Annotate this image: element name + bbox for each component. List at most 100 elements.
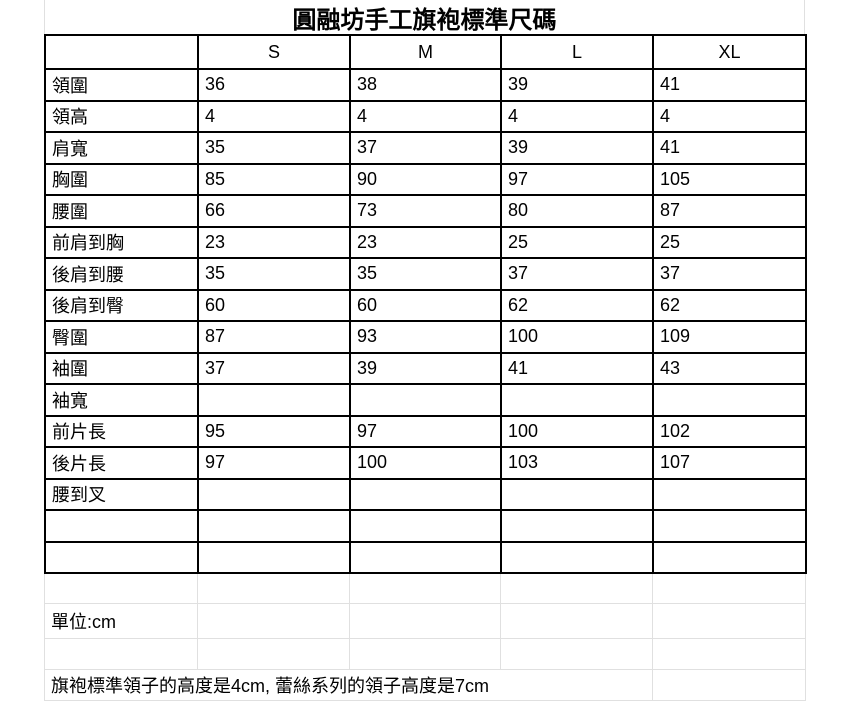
table-cell: 100 [500,414,654,448]
row-label: 後片長 [44,446,199,480]
table-cell: 37 [652,257,807,291]
table-cell [197,383,351,417]
table-cell: 62 [500,288,654,322]
table-row: 後片長 97 100 103 107 [44,446,807,480]
empty-cell [652,637,806,670]
empty-cell [652,668,806,701]
empty-cell [652,574,806,604]
row-label: 後肩到腰 [44,257,199,291]
row-label [44,540,199,574]
table-row: 前片長 95 97 100 102 [44,414,807,448]
row-label: 袖寬 [44,383,199,417]
table-cell: 73 [349,194,502,228]
row-label: 領圍 [44,68,199,102]
header-row: S M L XL [44,34,807,70]
table-cell: 103 [500,446,654,480]
unit-cell: 單位:cm [44,602,198,639]
row-label: 前片長 [44,414,199,448]
spacer-row [44,574,806,604]
table-cell: 41 [500,351,654,385]
table-cell: 37 [197,351,351,385]
table-cell: 97 [349,414,502,448]
empty-cell [197,602,350,639]
table-cell: 95 [197,414,351,448]
table-cell: 100 [349,446,502,480]
note-row: 旗袍標準領子的高度是4cm, 蕾絲系列的領子高度是7cm [44,668,806,701]
table-row: 領圍 36 38 39 41 [44,68,807,102]
table-cell: 35 [197,257,351,291]
table-cell: 38 [349,68,502,102]
row-label [44,509,199,543]
table-cell: 39 [500,68,654,102]
table-cell [349,509,502,543]
empty-cell [500,574,653,604]
table-cell [197,540,351,574]
table-row: 臀圍 87 93 100 109 [44,320,807,354]
row-label: 肩寬 [44,131,199,165]
table-cell [652,509,807,543]
table-row: 領高 4 4 4 4 [44,99,807,133]
empty-cell [197,637,350,670]
table-cell: 41 [652,131,807,165]
size-column-header-l: L [500,34,654,70]
table-cell: 39 [500,131,654,165]
table-cell: 25 [652,225,807,259]
row-label: 腰到叉 [44,477,199,511]
table-cell: 4 [500,99,654,133]
spreadsheet-area: 圓融坊手工旗袍標準尺碼 S M L XL 領圍 36 38 39 41 領高 4… [44,0,807,701]
table-cell: 23 [197,225,351,259]
table-cell [652,477,807,511]
row-label: 後肩到臀 [44,288,199,322]
table-cell [197,477,351,511]
table-row: 袖圍 37 39 41 43 [44,351,807,385]
table-cell: 37 [500,257,654,291]
table-cell: 107 [652,446,807,480]
empty-cell [349,574,501,604]
size-column-header-m: M [349,34,502,70]
size-column-header-xl: XL [652,34,807,70]
table-cell [349,540,502,574]
empty-cell [197,574,350,604]
size-table: S M L XL 領圍 36 38 39 41 領高 4 4 4 4 肩寬 35… [44,34,807,574]
table-cell [349,383,502,417]
table-cell [349,477,502,511]
table-cell: 97 [500,162,654,196]
size-column-header-s: S [197,34,351,70]
table-cell: 105 [652,162,807,196]
table-cell: 62 [652,288,807,322]
table-cell [197,509,351,543]
table-cell: 35 [349,257,502,291]
table-cell: 4 [197,99,351,133]
table-row: 胸圍 85 90 97 105 [44,162,807,196]
table-cell: 4 [652,99,807,133]
table-row: 肩寬 35 37 39 41 [44,131,807,165]
table-cell: 23 [349,225,502,259]
table-cell: 93 [349,320,502,354]
table-cell: 25 [500,225,654,259]
table-cell: 87 [652,194,807,228]
row-label: 臀圍 [44,320,199,354]
table-cell [652,540,807,574]
table-cell: 87 [197,320,351,354]
table-cell: 60 [349,288,502,322]
row-label: 前肩到胸 [44,225,199,259]
corner-cell [44,34,199,70]
table-cell: 97 [197,446,351,480]
empty-cell [44,637,198,670]
empty-cell [500,637,653,670]
table-row: 後肩到腰 35 35 37 37 [44,257,807,291]
empty-cell [349,602,501,639]
unit-row: 單位:cm [44,602,806,639]
row-label: 腰圍 [44,194,199,228]
table-row: 前肩到胸 23 23 25 25 [44,225,807,259]
table-cell: 37 [349,131,502,165]
row-label: 領高 [44,99,199,133]
table-cell: 90 [349,162,502,196]
table-row [44,509,807,543]
table-cell: 39 [349,351,502,385]
table-cell [500,540,654,574]
page-title: 圓融坊手工旗袍標準尺碼 [44,0,805,34]
table-cell: 80 [500,194,654,228]
table-cell: 36 [197,68,351,102]
table-cell: 66 [197,194,351,228]
